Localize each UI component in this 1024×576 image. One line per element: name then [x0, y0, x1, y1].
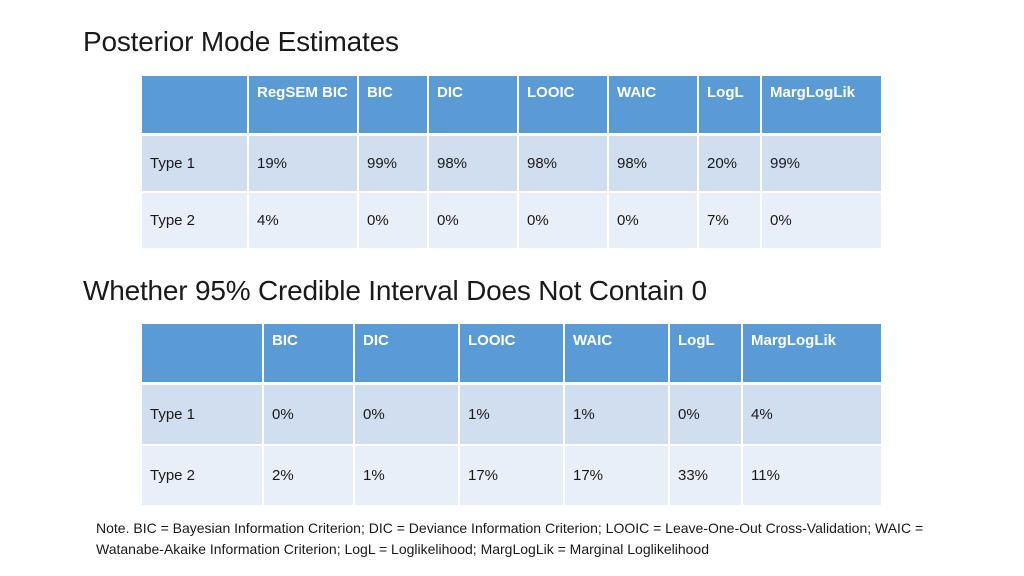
table-header-row: RegSEM BIC BIC DIC LOOIC WAIC LogL MargL…: [142, 76, 881, 136]
table-cell: 0%: [762, 193, 881, 250]
table-cell: 0%: [519, 193, 609, 250]
table-cell: 17%: [565, 446, 670, 507]
table-cell: 33%: [670, 446, 743, 507]
table-cell: 4%: [249, 193, 359, 250]
section-title-credible-interval: Whether 95% Credible Interval Does Not C…: [83, 275, 707, 306]
table-cell: 19%: [249, 136, 359, 193]
header-cell-margloglik: MargLogLik: [743, 324, 881, 385]
row-label: Type 2: [142, 193, 249, 250]
header-cell-looic: LOOIC: [519, 76, 609, 136]
table-cell: 0%: [609, 193, 699, 250]
header-cell-logl: LogL: [670, 324, 743, 385]
header-cell-bic: BIC: [264, 324, 355, 385]
header-cell-dic: DIC: [355, 324, 460, 385]
header-cell-blank: [142, 76, 249, 136]
table-cell: 17%: [460, 446, 565, 507]
table-cell: 20%: [699, 136, 762, 193]
table-cell: 1%: [355, 446, 460, 507]
row-label: Type 1: [142, 385, 264, 446]
header-cell-blank: [142, 324, 264, 385]
table-row-type-1: Type 1 19% 99% 98% 98% 98% 20% 99%: [142, 136, 881, 193]
section-title-posterior-mode: Posterior Mode Estimates: [83, 26, 399, 57]
table-cell: 7%: [699, 193, 762, 250]
table-cell: 0%: [355, 385, 460, 446]
table-header-row: BIC DIC LOOIC WAIC LogL MargLogLik: [142, 324, 881, 385]
table-cell: 0%: [670, 385, 743, 446]
table-cell: 1%: [460, 385, 565, 446]
header-cell-bic: BIC: [359, 76, 429, 136]
table-row-type-2: Type 2 4% 0% 0% 0% 0% 7% 0%: [142, 193, 881, 250]
table-cell: 4%: [743, 385, 881, 446]
row-label: Type 2: [142, 446, 264, 507]
footnote: Note. BIC = Bayesian Information Criteri…: [96, 520, 924, 557]
table-cell: 98%: [609, 136, 699, 193]
table-cell: 98%: [429, 136, 519, 193]
header-cell-waic: WAIC: [565, 324, 670, 385]
table-cell: 11%: [743, 446, 881, 507]
table-cell: 1%: [565, 385, 670, 446]
row-label: Type 1: [142, 136, 249, 193]
table-cell: 2%: [264, 446, 355, 507]
header-cell-dic: DIC: [429, 76, 519, 136]
table-cell: 0%: [429, 193, 519, 250]
table-cell: 99%: [762, 136, 881, 193]
header-cell-logl: LogL: [699, 76, 762, 136]
table-cell: 99%: [359, 136, 429, 193]
header-cell-looic: LOOIC: [460, 324, 565, 385]
header-cell-margloglik: MargLogLik: [762, 76, 881, 136]
posterior-mode-table: RegSEM BIC BIC DIC LOOIC WAIC LogL MargL…: [142, 76, 881, 250]
table-cell: 98%: [519, 136, 609, 193]
header-cell-regsem-bic: RegSEM BIC: [249, 76, 359, 136]
table-row-type-1: Type 1 0% 0% 1% 1% 0% 4%: [142, 385, 881, 446]
table-row-type-2: Type 2 2% 1% 17% 17% 33% 11%: [142, 446, 881, 507]
table-cell: 0%: [359, 193, 429, 250]
credible-interval-table: BIC DIC LOOIC WAIC LogL MargLogLik Type …: [142, 324, 881, 507]
table-cell: 0%: [264, 385, 355, 446]
header-cell-waic: WAIC: [609, 76, 699, 136]
